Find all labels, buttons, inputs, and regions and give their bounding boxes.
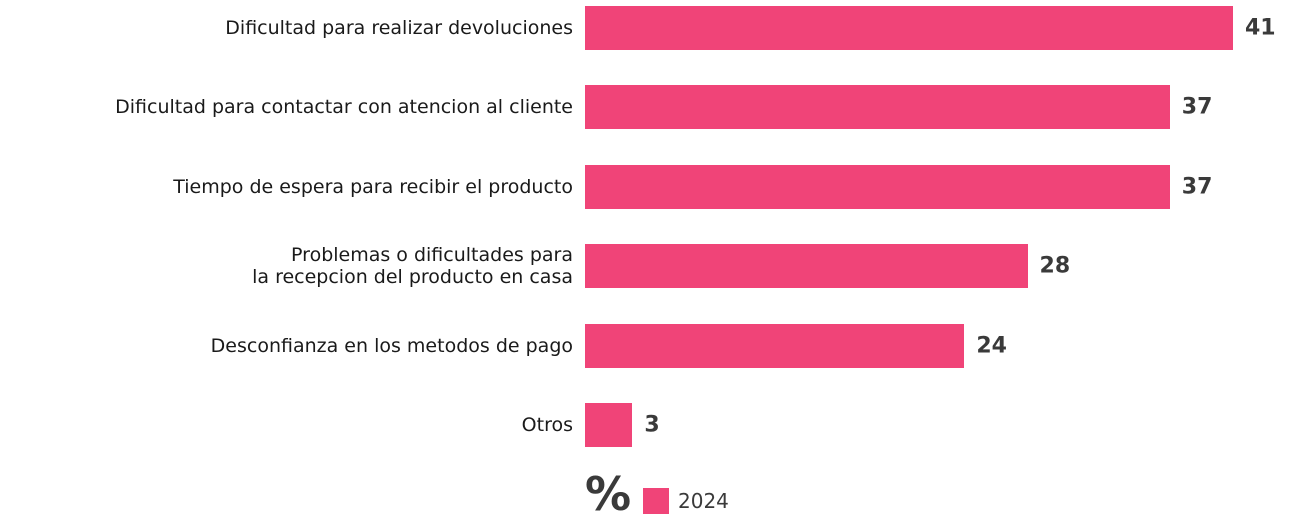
legend-swatch (643, 488, 669, 514)
bar (585, 85, 1170, 130)
value-label: 3 (644, 412, 660, 438)
bar (585, 323, 965, 368)
value-label: 41 (1245, 15, 1276, 41)
category-label: Otros (521, 414, 573, 436)
value-label: 37 (1181, 94, 1213, 120)
category-label: Desconfianza en los metodos de pago (210, 334, 573, 357)
category-label: Dificultad para contactar con atencion a… (115, 96, 573, 119)
value-label: 37 (1181, 174, 1213, 200)
bar (585, 403, 633, 447)
value-label: 28 (1039, 253, 1071, 279)
legend-label: 2024 (678, 489, 729, 513)
category-label: Problemas o dificultades para la recepci… (252, 244, 573, 289)
category-label: Tiempo de espera para recibir el product… (173, 175, 573, 198)
bar (585, 164, 1170, 209)
category-label: Dificultad para realizar devoluciones (225, 17, 573, 39)
value-label: 24 (976, 333, 1007, 359)
bar (585, 244, 1028, 289)
bar (585, 6, 1233, 50)
unit: % (585, 467, 632, 519)
